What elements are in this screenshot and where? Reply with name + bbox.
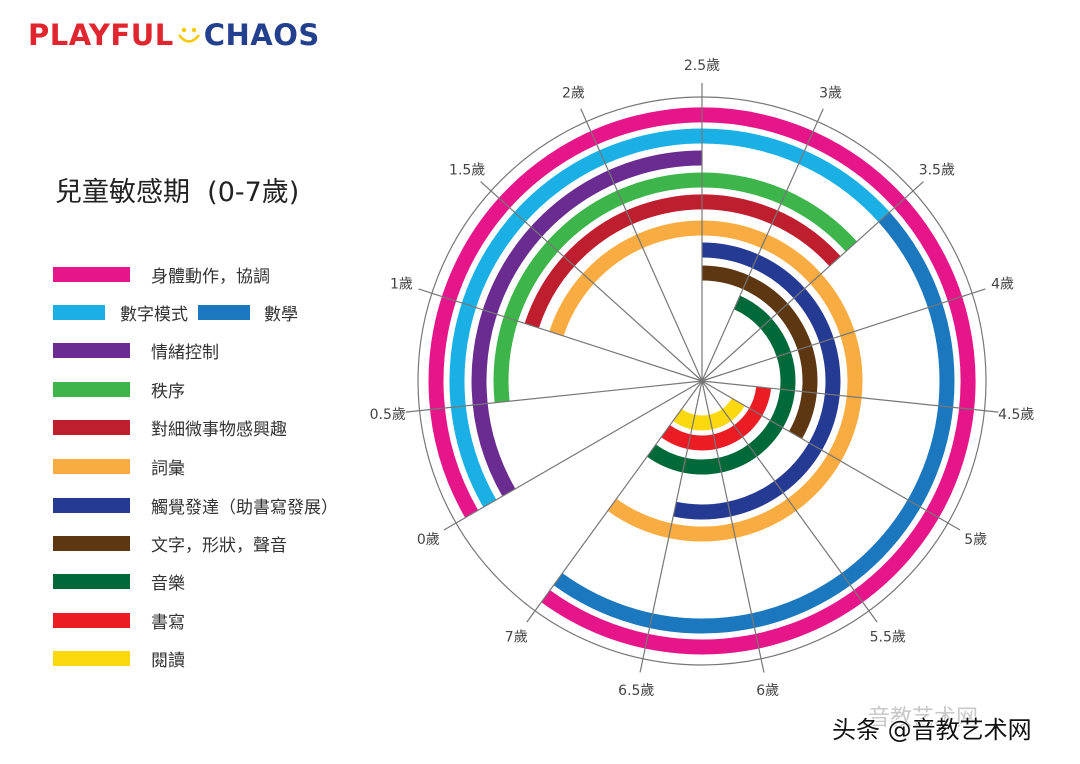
watermark-faint: 音教艺术网 bbox=[868, 706, 979, 731]
legend-swatch bbox=[53, 304, 105, 320]
legend-swatch bbox=[53, 342, 130, 358]
tick-label: 2歲 bbox=[562, 85, 585, 101]
legend-swatch bbox=[53, 535, 130, 551]
legend-label: 身體動作，協調 bbox=[151, 266, 270, 287]
tick-label: 4.5歲 bbox=[998, 407, 1034, 423]
spoke-line bbox=[526, 380, 703, 623]
tick-label: 0.5歲 bbox=[370, 407, 406, 423]
legend-swatch bbox=[53, 266, 130, 282]
legend-label: 情緒控制 bbox=[151, 342, 219, 363]
spoke-line bbox=[418, 288, 703, 382]
spoke-line bbox=[701, 380, 999, 413]
legend-label: 閱讀 bbox=[151, 650, 185, 671]
tick-label: 5歲 bbox=[964, 532, 987, 548]
spoke-line bbox=[701, 380, 765, 673]
watermark: 头条 @音教艺术网 bbox=[832, 716, 1032, 744]
smile-icon bbox=[177, 27, 200, 43]
spoke-line bbox=[701, 380, 961, 531]
spoke-line bbox=[480, 181, 703, 382]
spoke-line bbox=[701, 181, 924, 382]
arc-series bbox=[661, 386, 772, 451]
spoke-line bbox=[405, 380, 703, 413]
legend-label: 詞彙 bbox=[151, 458, 185, 479]
legend-label: 音樂 bbox=[151, 573, 185, 594]
tick-label: 5.5歲 bbox=[870, 630, 906, 646]
logo-playful: PLAYFUL bbox=[28, 18, 174, 52]
legend-swatch bbox=[53, 497, 130, 513]
logo: PLAYFUL CHAOS bbox=[28, 18, 320, 52]
legend-item: 閱讀 bbox=[53, 648, 185, 671]
chart-title: 兒童敏感期 (0-7歲) bbox=[55, 177, 300, 208]
arc-series bbox=[553, 212, 955, 634]
tick-label: 6.5歲 bbox=[618, 683, 654, 699]
legend-item: 情緒控制 bbox=[53, 340, 219, 363]
tick-label: 3歲 bbox=[819, 85, 842, 101]
legend-label: 數學 bbox=[264, 304, 298, 325]
legend-swatch bbox=[53, 458, 130, 474]
tick-label: 2.5歲 bbox=[684, 58, 720, 74]
legend-item: 觸覺發達（助書寫發展） bbox=[53, 495, 338, 518]
legend-item: 對細微事物感興趣 bbox=[53, 417, 287, 440]
spoke-line bbox=[580, 108, 703, 382]
legend-swatch bbox=[53, 381, 130, 397]
tick-label: 0歲 bbox=[417, 532, 440, 548]
spoke-line bbox=[443, 380, 703, 531]
legend-label: 書寫 bbox=[151, 612, 185, 633]
legend-swatch bbox=[53, 419, 130, 435]
spoke-line bbox=[639, 380, 703, 673]
tick-label: 3.5歲 bbox=[919, 163, 955, 179]
arc-series bbox=[524, 194, 841, 329]
arc-series bbox=[701, 265, 818, 439]
legend-label: 對細微事物感興趣 bbox=[151, 419, 287, 440]
spoke-line bbox=[701, 380, 878, 623]
legend-item: 詞彙 bbox=[53, 456, 185, 479]
legend-item: 秩序 bbox=[53, 379, 185, 402]
arc-series bbox=[449, 128, 890, 508]
spoke-line bbox=[701, 108, 824, 382]
tick-label: 6歲 bbox=[756, 683, 779, 699]
legend-item: 音樂 bbox=[53, 571, 185, 594]
legend-label: 觸覺發達（助書寫發展） bbox=[151, 497, 338, 518]
tick-label: 1歲 bbox=[390, 276, 413, 292]
legend-label: 數字模式 bbox=[120, 304, 188, 325]
tick-label: 4歲 bbox=[991, 276, 1014, 292]
legend-item: 書寫 bbox=[53, 610, 185, 633]
legend-swatch bbox=[198, 304, 250, 320]
tick-label: 7歲 bbox=[505, 630, 528, 646]
spoke-line bbox=[701, 288, 986, 382]
legend-swatch bbox=[53, 612, 130, 628]
legend-swatch bbox=[53, 573, 130, 589]
logo-chaos: CHAOS bbox=[203, 18, 320, 52]
legend-item: 數字模式 數學 bbox=[53, 302, 298, 325]
legend-item: 身體動作，協調 bbox=[53, 264, 270, 287]
legend-swatch bbox=[53, 650, 130, 666]
tick-label: 1.5歲 bbox=[449, 163, 485, 179]
legend-label: 文字，形狀，聲音 bbox=[151, 535, 287, 556]
arc-series bbox=[471, 150, 703, 497]
legend-item: 文字，形狀，聲音 bbox=[53, 533, 287, 556]
legend-label: 秩序 bbox=[151, 381, 185, 402]
arc-series bbox=[672, 397, 745, 431]
